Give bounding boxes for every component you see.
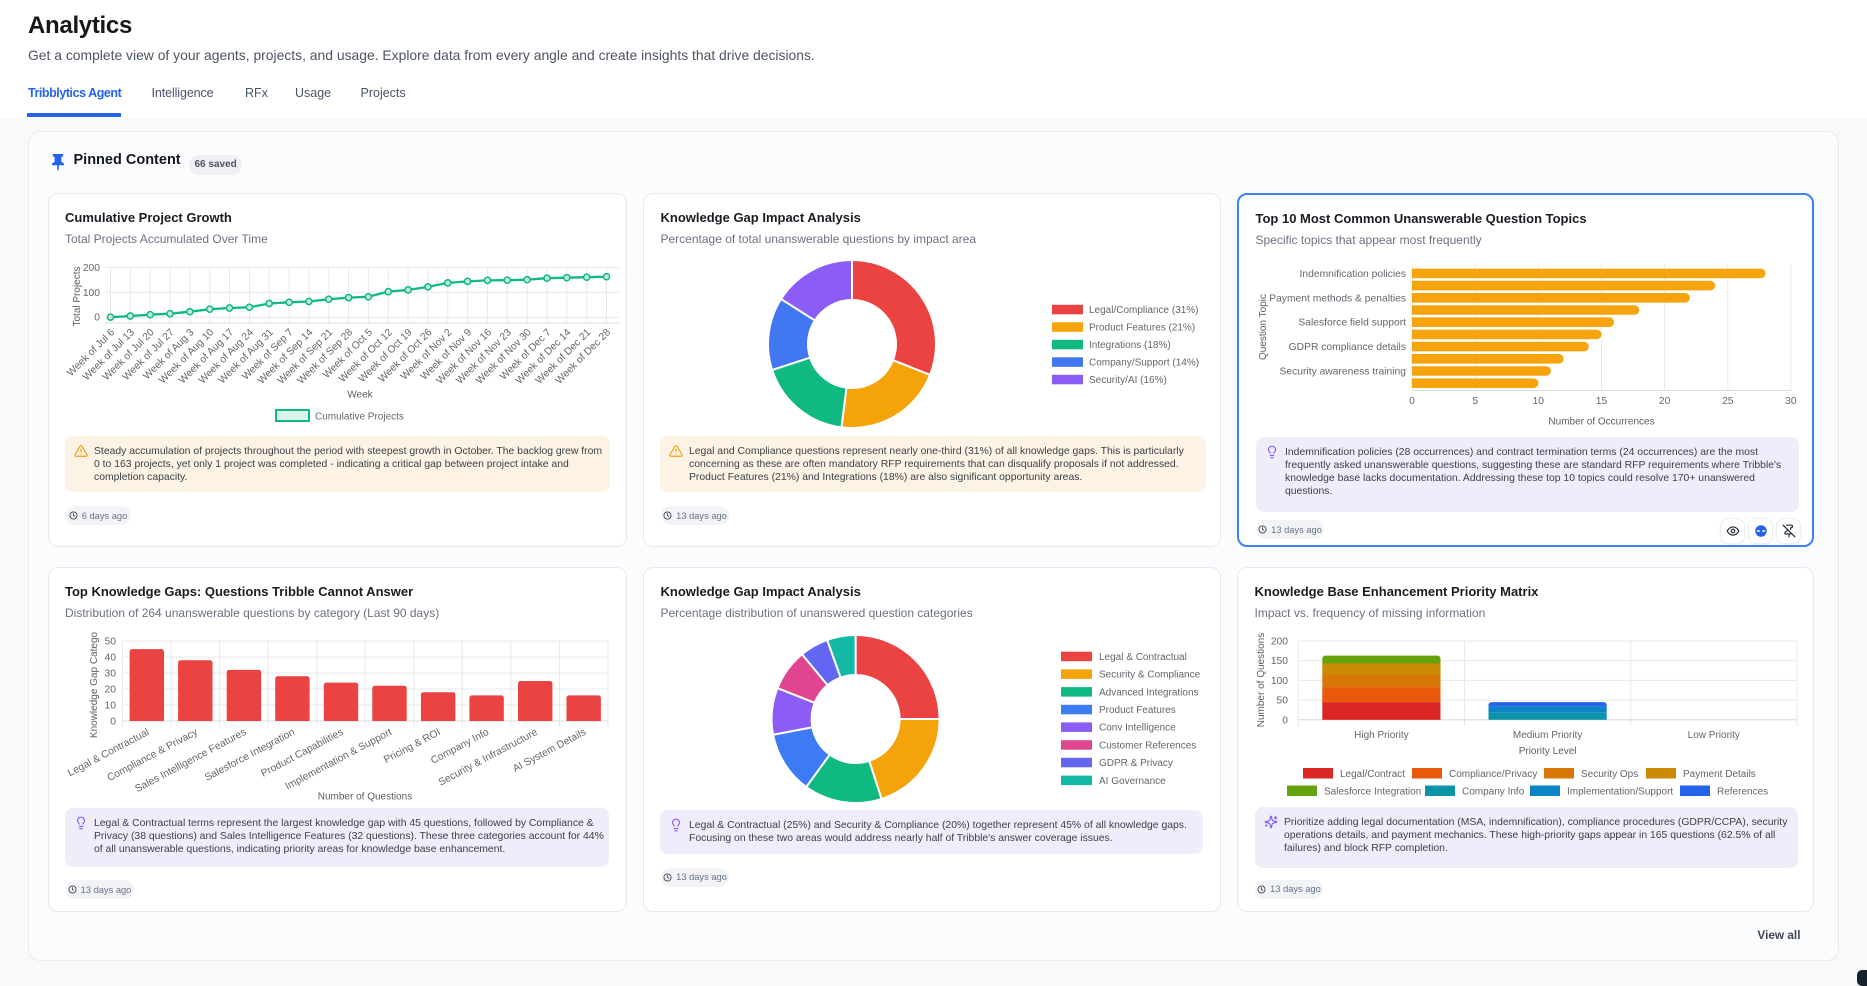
svg-text:200: 200 [1271,636,1288,647]
svg-text:15: 15 [1596,396,1608,407]
svg-text:Security Ops: Security Ops [1581,769,1638,780]
svg-text:0: 0 [1282,715,1288,726]
svg-text:Legal/Compliance (31%): Legal/Compliance (31%) [1089,305,1199,316]
svg-text:Company/Support (14%): Company/Support (14%) [1089,357,1199,368]
svg-text:Indemnification policies: Indemnification policies [1300,268,1406,279]
svg-text:References: References [1717,786,1768,797]
svg-text:0: 0 [110,716,116,727]
svg-text:5: 5 [1472,396,1478,407]
svg-text:Number of Questions: Number of Questions [1256,632,1267,727]
svg-text:Integrations (18%): Integrations (18%) [1089,340,1171,351]
svg-text:High Priority: High Priority [1354,730,1408,741]
svg-text:Conv Intelligence: Conv Intelligence [1099,722,1176,733]
svg-text:Legal & Contractual: Legal & Contractual [66,726,151,778]
svg-text:20: 20 [1659,396,1671,407]
svg-text:Implementation/Support: Implementation/Support [1567,786,1673,797]
svg-text:Salesforce field support: Salesforce field support [1298,317,1406,328]
svg-text:Priority Level: Priority Level [1519,746,1577,757]
svg-text:Payment methods & penalties: Payment methods & penalties [1269,293,1406,304]
svg-text:Advanced Integrations: Advanced Integrations [1099,687,1199,698]
svg-text:0: 0 [94,312,100,323]
svg-text:20: 20 [104,684,116,695]
svg-text:Total Projects: Total Projects [72,266,83,326]
svg-text:Medium Priority: Medium Priority [1513,730,1582,741]
svg-text:100: 100 [1271,675,1288,686]
svg-text:150: 150 [1271,656,1288,667]
svg-text:AI Governance: AI Governance [1099,775,1166,786]
svg-text:Product Features (21%): Product Features (21%) [1089,322,1195,333]
svg-text:10: 10 [1533,396,1545,407]
svg-text:Number of Questions: Number of Questions [317,791,412,802]
svg-text:Legal & Contractual: Legal & Contractual [1099,651,1187,662]
svg-text:Customer References: Customer References [1099,740,1196,751]
svg-text:Company Info: Company Info [1462,786,1525,797]
svg-text:Salesforce Integration: Salesforce Integration [203,726,297,783]
svg-text:Salesforce Integration: Salesforce Integration [1324,786,1421,797]
svg-text:GDPR compliance details: GDPR compliance details [1289,342,1406,353]
svg-text:100: 100 [82,287,99,298]
svg-text:Compliance/Privacy: Compliance/Privacy [1449,769,1537,780]
svg-text:10: 10 [104,700,116,711]
svg-text:30: 30 [1785,396,1797,407]
svg-text:GDPR & Privacy: GDPR & Privacy [1099,758,1173,769]
svg-text:Security & Compliance: Security & Compliance [1099,669,1201,680]
svg-text:Security awareness training: Security awareness training [1280,366,1407,377]
svg-text:40: 40 [104,652,116,663]
svg-text:Knowledge Gap Catego: Knowledge Gap Catego [89,631,100,738]
svg-text:30: 30 [104,668,116,679]
svg-text:Product Features: Product Features [1099,705,1176,716]
svg-text:25: 25 [1722,396,1734,407]
svg-text:Cumulative Projects: Cumulative Projects [315,411,404,422]
svg-text:Question Topic: Question Topic [1258,294,1269,360]
svg-text:0: 0 [1409,396,1415,407]
svg-text:Number of Occurrences: Number of Occurrences [1548,416,1654,427]
svg-text:Week: Week [347,389,373,400]
svg-text:Low Priority: Low Priority [1688,730,1740,741]
svg-text:50: 50 [1277,695,1289,706]
svg-text:50: 50 [104,636,116,647]
svg-text:Legal/Contract: Legal/Contract [1340,769,1405,780]
svg-text:Payment Details: Payment Details [1683,769,1756,780]
svg-text:200: 200 [82,263,99,274]
svg-text:Security/AI (16%): Security/AI (16%) [1089,375,1167,386]
